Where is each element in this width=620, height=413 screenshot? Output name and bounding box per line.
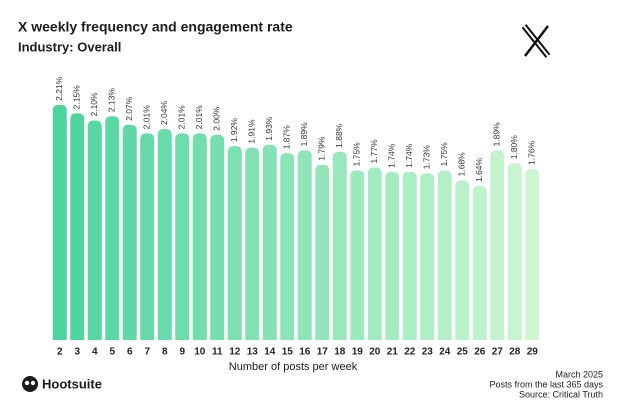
brand-logo [22, 376, 38, 392]
footnote: March 2025 [555, 369, 603, 379]
value-label: 2.15% [72, 85, 82, 110]
bar [280, 153, 295, 340]
x-tick-label: 5 [109, 347, 115, 358]
value-label: 1.92% [229, 118, 239, 143]
bar [140, 133, 155, 340]
x-tick-label: 25 [457, 347, 469, 358]
bar [420, 173, 435, 340]
value-label: 1.74% [387, 143, 397, 168]
value-label: 2.13% [107, 88, 117, 113]
x-tick-label: 4 [92, 347, 98, 358]
value-label: 1.79% [317, 136, 327, 161]
x-axis-label: Number of posts per week [229, 361, 358, 373]
bar [70, 113, 85, 341]
x-tick-label: 8 [162, 347, 168, 358]
x-tick-label: 13 [247, 347, 259, 358]
bar [227, 146, 242, 340]
bar [105, 116, 120, 340]
bar [367, 167, 382, 340]
x-tick-label: 6 [127, 347, 133, 358]
x-tick-label: 3 [74, 347, 80, 358]
value-label: 1.75% [352, 142, 362, 167]
footnote: Source: Critical Truth [519, 389, 603, 399]
value-label: 2.01% [177, 105, 187, 130]
bar [52, 104, 67, 341]
x-tick-label: 29 [527, 347, 539, 358]
x-tick-label: 28 [509, 347, 521, 358]
value-label: 2.07% [124, 96, 134, 121]
bar [262, 144, 277, 340]
value-label: 2.01% [194, 105, 204, 130]
bar [315, 164, 330, 340]
bar [437, 170, 452, 340]
x-tick-label: 24 [439, 347, 451, 358]
value-label: 2.21% [54, 76, 64, 101]
bar [525, 168, 540, 340]
value-label: 1.80% [509, 135, 519, 160]
bar [455, 180, 470, 340]
x-tick-label: 12 [229, 347, 241, 358]
x-tick-label: 2 [57, 347, 63, 358]
bar [490, 150, 505, 340]
value-label: 1.64% [474, 158, 484, 183]
value-label: 1.76% [527, 140, 537, 165]
value-label: 2.00% [212, 106, 222, 131]
bar [472, 186, 487, 340]
x-tick-label: 23 [422, 347, 434, 358]
bar [350, 170, 365, 340]
bar [332, 151, 347, 340]
x-tick-label: 27 [492, 347, 504, 358]
bar [245, 147, 260, 340]
value-label: 1.87% [282, 125, 292, 150]
bar [157, 129, 172, 340]
bar [507, 163, 522, 340]
chart-subtitle: Industry: Overall [18, 39, 121, 54]
footnote: Posts from the last 365 days [489, 379, 603, 389]
value-label: 1.93% [264, 116, 274, 141]
x-tick-label: 19 [352, 347, 364, 358]
x-tick-label: 17 [317, 347, 329, 358]
brand-name: Hootsuite [42, 376, 102, 391]
bar [402, 171, 417, 340]
chart-title: X weekly frequency and engagement rate [18, 19, 293, 35]
x-tick-label: 21 [387, 347, 399, 358]
value-label: 2.04% [159, 101, 169, 126]
bar [210, 134, 225, 340]
value-label: 1.88% [334, 123, 344, 148]
x-logo [521, 24, 551, 58]
value-label: 1.89% [299, 122, 309, 147]
value-label: 1.89% [492, 122, 502, 147]
x-tick-label: 20 [369, 347, 381, 358]
value-label: 1.74% [404, 143, 414, 168]
bar [87, 120, 102, 341]
x-tick-label: 16 [299, 347, 311, 358]
x-tick-label: 26 [474, 347, 486, 358]
x-tick-label: 22 [404, 347, 416, 358]
value-label: 2.01% [142, 105, 152, 130]
x-tick-label: 11 [212, 347, 223, 358]
x-tick-label: 15 [282, 347, 294, 358]
bar [122, 124, 137, 340]
x-tick-label: 18 [334, 347, 346, 358]
bar [385, 171, 400, 340]
value-label: 1.68% [457, 152, 467, 177]
value-label: 1.75% [439, 142, 449, 167]
bar [297, 150, 312, 340]
value-label: 1.91% [247, 119, 257, 144]
bar [192, 133, 207, 340]
x-tick-label: 9 [179, 347, 185, 358]
x-tick-label: 14 [264, 347, 276, 358]
value-label: 1.73% [422, 145, 432, 170]
x-tick-label: 10 [194, 347, 206, 358]
value-label: 2.10% [89, 92, 99, 117]
x-tick-label: 7 [144, 347, 150, 358]
bar [175, 133, 190, 340]
value-label: 1.77% [369, 139, 379, 164]
